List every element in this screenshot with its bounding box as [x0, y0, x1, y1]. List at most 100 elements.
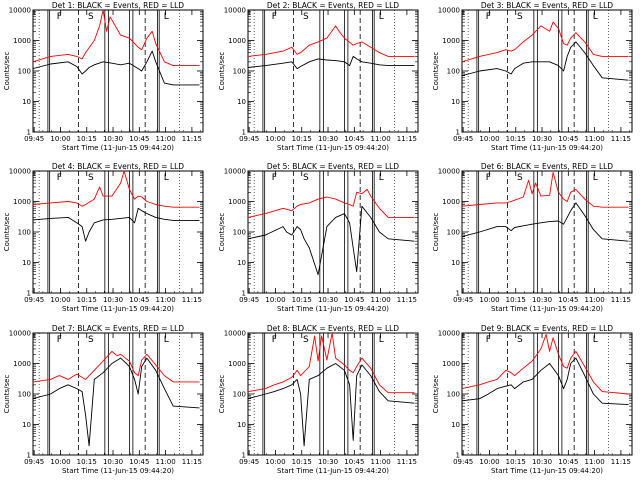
x-tick-label: 10:45: [558, 458, 578, 466]
y-tick-label: 100: [233, 391, 246, 399]
detector-panel-7: Det 7: BLACK = Events, RED = LLD 1 10 100 10…: [3, 324, 204, 475]
x-tick-label: 10:30: [532, 296, 552, 304]
series-events-line: [248, 205, 415, 276]
x-tick-label: 10:15: [77, 296, 97, 304]
series-events-line: [33, 357, 200, 447]
y-tick-label: 10000: [9, 330, 31, 338]
x-tick-label: 10:45: [558, 135, 578, 143]
plot-frame: [32, 170, 204, 294]
series-events-line: [33, 50, 200, 86]
x-tick-label: 09:45: [453, 458, 473, 466]
plot-area: [33, 333, 200, 455]
x-tick-label: 10:15: [506, 296, 526, 304]
x-tick-label: 10:15: [506, 135, 526, 143]
x-tick-label: 10:45: [344, 135, 364, 143]
series-lld-line: [462, 171, 629, 208]
marker-label-s: S: [88, 12, 94, 22]
x-axis-label: Start Time (11-Jun-15 09:44:20): [62, 467, 174, 475]
y-tick-label: 1: [27, 129, 31, 137]
x-tick-label: 11:00: [371, 135, 391, 143]
detector-panel-2: Det 2: BLACK = Events, RED = LLD 1 10 100 10…: [218, 1, 419, 152]
x-tick-label: 10:15: [506, 458, 526, 466]
y-tick-label: 100: [18, 68, 31, 76]
y-axis-label: Counts/sec: [432, 375, 440, 414]
y-axis-label: Counts/sec: [3, 375, 11, 414]
y-tick-label: 10000: [438, 330, 460, 338]
plot-frame: [32, 332, 204, 456]
x-tick-label: 09:45: [24, 296, 44, 304]
x-tick-label: 10:45: [344, 296, 364, 304]
x-tick-label: 10:45: [129, 458, 149, 466]
x-tick-label: 10:15: [292, 135, 312, 143]
x-axis-label: Start Time (11-Jun-15 09:44:20): [491, 144, 603, 152]
plot-area: [33, 10, 200, 132]
series-lld-line: [462, 21, 629, 63]
panel-title: Det 8: BLACK = Events, RED = LLD: [267, 324, 399, 333]
y-tick-label: 1: [242, 452, 246, 460]
x-axis-label: Start Time (11-Jun-15 09:44:20): [491, 305, 603, 313]
x-tick-label: 10:00: [50, 135, 70, 143]
plot-frame: [247, 170, 419, 294]
y-tick-label: 10000: [438, 168, 460, 176]
y-tick-label: 10000: [438, 7, 460, 15]
marker-label-l: L: [593, 173, 598, 183]
y-tick-label: 10000: [224, 168, 246, 176]
y-tick-label: 10: [22, 259, 31, 267]
detector-panel-5: Det 5: BLACK = Events, RED = LLD 1 10 100 10…: [218, 162, 419, 313]
y-tick-label: 10: [22, 421, 31, 429]
marker-label-f: F: [272, 173, 277, 183]
x-tick-label: 09:45: [24, 135, 44, 143]
panel-title: Det 6: BLACK = Events, RED = LLD: [481, 162, 613, 171]
y-tick-label: 100: [447, 391, 460, 399]
x-tick-label: 11:00: [585, 135, 605, 143]
marker-label-l: L: [593, 12, 598, 22]
x-tick-label: 10:45: [129, 296, 149, 304]
y-tick-label: 10000: [9, 168, 31, 176]
x-tick-label: 11:00: [156, 135, 176, 143]
x-axis-label: Start Time (11-Jun-15 09:44:20): [62, 144, 174, 152]
y-tick-label: 1: [456, 129, 460, 137]
x-tick-label: 10:00: [479, 296, 499, 304]
x-tick-label: 10:30: [103, 296, 123, 304]
x-tick-label: 11:15: [182, 296, 202, 304]
marker-label-f: F: [57, 335, 62, 345]
x-tick-label: 10:45: [558, 296, 578, 304]
marker-label-l: L: [593, 335, 598, 345]
marker-label-s: S: [517, 12, 523, 22]
x-tick-label: 11:00: [371, 458, 391, 466]
series-lld-line: [33, 10, 200, 67]
x-tick-label: 09:45: [453, 296, 473, 304]
y-tick-label: 1000: [228, 360, 246, 368]
x-tick-label: 10:00: [265, 296, 285, 304]
x-axis-label: Start Time (11-Jun-15 09:44:20): [491, 467, 603, 475]
detector-panel-3: Det 3: BLACK = Events, RED = LLD 1 10 100 10…: [432, 1, 633, 152]
marker-label-f: F: [486, 12, 491, 22]
detector-panel-6: Det 6: BLACK = Events, RED = LLD 1 10 100 10…: [432, 162, 633, 313]
x-tick-label: 11:00: [371, 296, 391, 304]
x-tick-label: 10:15: [292, 296, 312, 304]
y-tick-label: 100: [233, 229, 246, 237]
y-tick-label: 1000: [13, 360, 31, 368]
marker-label-l: L: [379, 335, 384, 345]
panel-title: Det 2: BLACK = Events, RED = LLD: [267, 1, 399, 10]
marker-label-l: L: [164, 173, 169, 183]
plot-area: [462, 333, 629, 455]
x-tick-label: 10:30: [318, 296, 338, 304]
x-tick-label: 10:30: [318, 135, 338, 143]
series-lld-line: [33, 171, 200, 208]
y-tick-label: 10000: [9, 7, 31, 15]
marker-label-s: S: [517, 335, 523, 345]
marker-label-s: S: [303, 335, 309, 345]
plot-area: [248, 171, 415, 293]
x-tick-label: 11:00: [156, 458, 176, 466]
series-events-line: [248, 363, 415, 447]
plot-area: [33, 171, 200, 293]
x-tick-label: 10:30: [532, 135, 552, 143]
y-tick-label: 1000: [442, 37, 460, 45]
y-tick-label: 10: [451, 421, 460, 429]
y-tick-label: 1000: [13, 198, 31, 206]
marker-label-f: F: [486, 335, 491, 345]
y-tick-label: 10: [237, 259, 246, 267]
panel-title: Det 9: BLACK = Events, RED = LLD: [481, 324, 613, 333]
y-tick-label: 10000: [224, 330, 246, 338]
